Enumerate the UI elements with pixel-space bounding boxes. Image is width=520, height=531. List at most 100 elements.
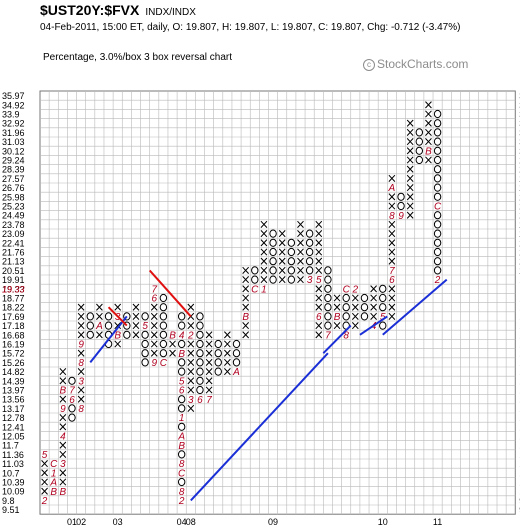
x-mark [333, 303, 341, 311]
x-stroke [187, 358, 195, 366]
x-stroke [77, 312, 85, 320]
price-tick-left: 18.77 [2, 294, 25, 304]
price-tick-left: 25.98 [2, 192, 25, 202]
price-tick-left: 23.09 [2, 229, 25, 239]
o-mark [433, 174, 442, 183]
chart-method: Percentage, 3.0%/box 3 box reversal char… [43, 52, 232, 63]
x-stroke [205, 349, 213, 357]
o-mark [415, 137, 424, 146]
x-stroke [406, 211, 414, 219]
o-mark [269, 238, 277, 247]
price-tick-left: 19.33 [2, 284, 25, 294]
x-stroke [260, 239, 268, 247]
x-mark [224, 358, 231, 366]
o-mark [379, 293, 387, 303]
x-stroke [150, 349, 158, 357]
x-stroke [187, 303, 195, 311]
x-mark [41, 469, 48, 477]
x-mark [315, 303, 323, 311]
x-stroke [406, 165, 414, 173]
x-stroke [370, 285, 377, 293]
x-stroke [96, 312, 103, 320]
o-mark [251, 275, 259, 284]
o-mark [287, 275, 296, 284]
o-mark [86, 330, 94, 339]
x-stroke [187, 377, 195, 385]
x-mark [260, 248, 268, 256]
x-mark [150, 349, 158, 357]
x-stroke [224, 349, 231, 357]
x-mark [77, 322, 85, 330]
month-marker: B [334, 312, 341, 323]
x-stroke [370, 303, 377, 311]
x-stroke [187, 322, 195, 330]
x-stroke [388, 230, 396, 238]
x-stroke [41, 487, 48, 495]
o-mark [397, 192, 405, 201]
price-tick-left: 10.7 [2, 468, 20, 478]
price-tick-left: 9.51 [2, 505, 20, 515]
x-stroke [132, 322, 140, 330]
price-tick-left: 12.05 [2, 432, 25, 442]
x-mark [187, 322, 195, 330]
month-marker: C [251, 284, 259, 295]
o-mark [159, 321, 168, 330]
price-tick-left: 21.13 [2, 257, 25, 267]
o-mark [177, 395, 186, 404]
o-mark [123, 330, 131, 339]
o-mark [159, 312, 168, 321]
x-mark [242, 285, 250, 293]
price-tick-left: 9.8 [2, 496, 15, 506]
month-marker: A [49, 478, 57, 489]
x-stroke [315, 303, 323, 311]
chart-grid [39, 90, 516, 515]
o-mark [251, 266, 259, 275]
o-mark [104, 321, 113, 330]
x-stroke [260, 276, 268, 284]
o-mark [86, 321, 94, 330]
x-stroke [187, 349, 195, 357]
o-mark [360, 303, 369, 312]
month-marker: 1 [51, 468, 57, 479]
x-stroke [150, 303, 158, 311]
month-marker: 2 [41, 496, 48, 507]
x-mark [315, 220, 323, 228]
x-mark [77, 303, 85, 311]
x-stroke [205, 386, 213, 394]
x-tick-label: 11 [433, 517, 442, 527]
symbol-label: $UST20Y:$FVX [40, 2, 140, 18]
o-mark [433, 128, 442, 137]
x-mark [150, 303, 158, 311]
x-mark [77, 368, 85, 376]
x-mark [388, 285, 396, 293]
x-stroke [315, 248, 323, 256]
x-stroke [205, 340, 213, 348]
trendlines [89, 269, 448, 502]
x-mark [278, 276, 286, 284]
month-marker: 8 [179, 459, 185, 470]
chart-title: $UST20Y:$FVX INDX/INDX [40, 2, 196, 18]
x-stroke [224, 331, 231, 339]
o-mark [287, 266, 296, 275]
o-mark [305, 229, 314, 238]
x-mark [297, 276, 304, 284]
month-marker: 6 [389, 275, 395, 286]
o-mark [159, 303, 168, 312]
x-stroke [333, 303, 341, 311]
x-stroke [315, 285, 323, 293]
month-marker: 9 [78, 340, 84, 351]
x-stroke [169, 349, 176, 357]
price-tick-left: 16.68 [2, 330, 25, 340]
x-mark [205, 340, 213, 348]
x-mark [224, 368, 231, 376]
x-stroke [77, 395, 85, 403]
x-mark [315, 331, 323, 339]
x-stroke [406, 202, 414, 210]
x-tick-label: 01 [67, 517, 77, 527]
price-tick-left: 13.17 [2, 404, 25, 414]
x-mark [388, 303, 396, 311]
x-stroke [59, 395, 67, 403]
o-mark [433, 266, 442, 275]
x-mark [77, 331, 85, 339]
price-tick-left: 18.22 [2, 303, 25, 313]
